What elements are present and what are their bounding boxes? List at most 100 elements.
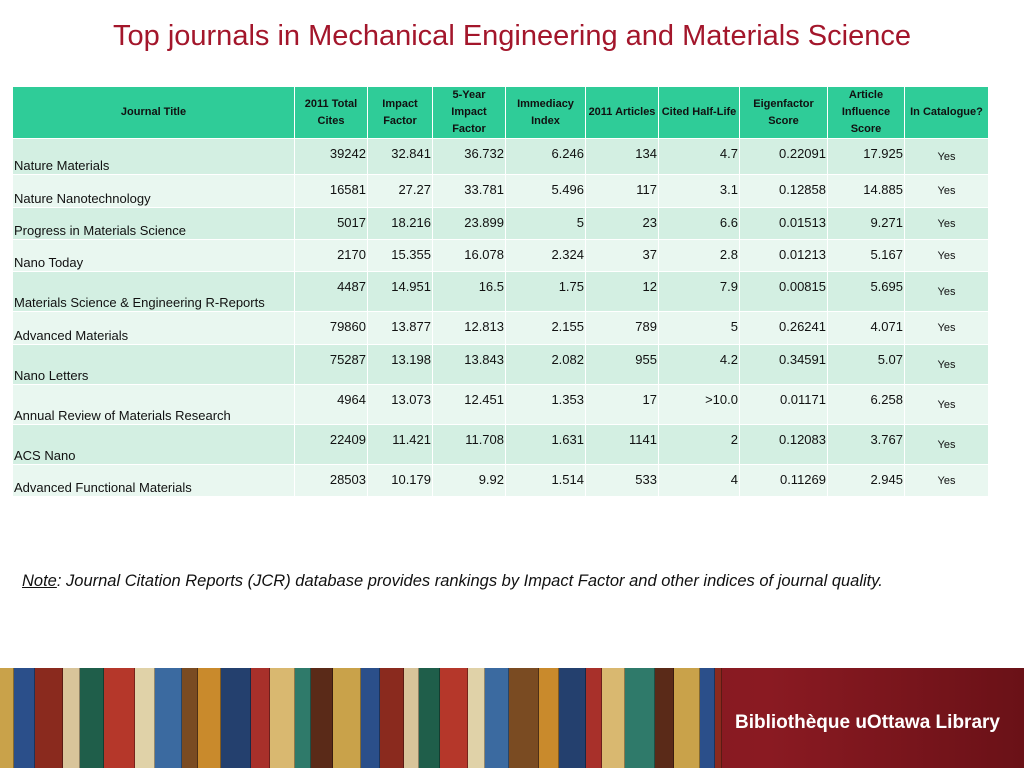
table-cell: 5.07 <box>827 344 905 385</box>
table-cell: 789 <box>585 311 659 345</box>
table-cell: 32.841 <box>367 138 433 175</box>
table-cell: 5.695 <box>827 271 905 312</box>
table-cell: >10.0 <box>658 384 740 425</box>
books-image <box>0 668 722 768</box>
table-cell: 75287 <box>294 344 368 385</box>
table-cell: 2.945 <box>827 464 905 497</box>
table-cell: 17.925 <box>827 138 905 175</box>
table-cell: 0.26241 <box>739 311 828 345</box>
table-cell: 13.198 <box>367 344 433 385</box>
table-cell: 16.078 <box>432 239 506 272</box>
book-spine <box>715 668 722 768</box>
table-row: Nano Today 2170 15.355 16.078 2.324 37 2.8 0.01… <box>12 239 989 272</box>
table-cell: 1.353 <box>505 384 586 425</box>
column-header: 2011 Total Cites <box>294 86 368 139</box>
table-cell: Yes <box>904 464 989 497</box>
journal-title: Nature Nanotechnology <box>12 174 295 208</box>
journal-table: Journal Title 2011 Total Cites Impact Fact… <box>12 86 989 497</box>
table-cell: 36.732 <box>432 138 506 175</box>
book-spine <box>508 668 540 768</box>
column-header: Immediacy Index <box>505 86 586 139</box>
table-cell: 3.767 <box>827 424 905 465</box>
book-spine <box>418 668 440 768</box>
book-spine <box>35 668 64 768</box>
table-row: Advanced Materials 79860 13.877 12.813 2.155… <box>12 311 989 345</box>
table-cell: 1.75 <box>505 271 586 312</box>
book-spine <box>361 668 380 768</box>
table-cell: Yes <box>904 344 989 385</box>
table-cell: 2.324 <box>505 239 586 272</box>
table-cell: Yes <box>904 207 989 240</box>
book-spine <box>197 668 221 768</box>
table-cell: 12 <box>585 271 659 312</box>
book-spine <box>250 668 270 768</box>
book-spine <box>269 668 296 768</box>
table-row: Nano Letters 75287 13.198 13.843 2.082 955 4.2… <box>12 344 989 385</box>
book-spine <box>63 668 81 768</box>
table-cell: 117 <box>585 174 659 208</box>
table-cell: Yes <box>904 271 989 312</box>
table-cell: 23 <box>585 207 659 240</box>
book-spine <box>220 668 251 768</box>
footer-banner: Bibliothèque uOttawa Library <box>0 668 1024 768</box>
table-cell: 18.216 <box>367 207 433 240</box>
table-cell: 0.11269 <box>739 464 828 497</box>
table-cell: 5 <box>505 207 586 240</box>
table-cell: 16.5 <box>432 271 506 312</box>
book-spine <box>404 668 419 768</box>
column-header: Article Influence Score <box>827 86 905 139</box>
table-cell: 2 <box>658 424 740 465</box>
table-row: Progress in Materials Science 5017 18.216 2… <box>12 207 989 240</box>
table-cell: 533 <box>585 464 659 497</box>
book-spine <box>80 668 105 768</box>
table-cell: 9.92 <box>432 464 506 497</box>
table-cell: 23.899 <box>432 207 506 240</box>
table-row: ACS Nano 22409 11.421 11.708 1.631 1141 2 0.120… <box>12 424 989 465</box>
table-cell: 1141 <box>585 424 659 465</box>
table-cell: 5017 <box>294 207 368 240</box>
header-row: Journal Title 2011 Total Cites Impact Fact… <box>12 86 989 139</box>
table-cell: Yes <box>904 239 989 272</box>
table-body: Nature Materials 39242 32.841 36.732 6.246 13… <box>12 138 989 497</box>
note: Note: Journal Citation Reports (JCR) dat… <box>22 572 883 591</box>
journal-title: Materials Science & Engineering R-Report… <box>12 271 295 312</box>
column-header: Cited Half-Life <box>658 86 740 139</box>
table-cell: 6.258 <box>827 384 905 425</box>
table-cell: 4.071 <box>827 311 905 345</box>
library-logo: Bibliothèque uOttawa Library <box>735 712 1000 733</box>
table-row: Advanced Functional Materials 28503 10.179… <box>12 464 989 497</box>
table-cell: 9.271 <box>827 207 905 240</box>
book-spine <box>484 668 509 768</box>
slide-title: Top journals in Mechanical Engineering a… <box>113 20 911 52</box>
book-spine <box>625 668 655 768</box>
table-cell: 12.813 <box>432 311 506 345</box>
journal-title: Nature Materials <box>12 138 295 175</box>
table-cell: 22409 <box>294 424 368 465</box>
table-cell: 14.885 <box>827 174 905 208</box>
book-spine <box>674 668 700 768</box>
table-cell: 11.708 <box>432 424 506 465</box>
table-cell: 28503 <box>294 464 368 497</box>
book-spine <box>104 668 135 768</box>
table-cell: Yes <box>904 311 989 345</box>
table-cell: 134 <box>585 138 659 175</box>
table-cell: 0.12083 <box>739 424 828 465</box>
journal-title: Advanced Functional Materials <box>12 464 295 497</box>
journal-title: Nano Letters <box>12 344 295 385</box>
table-cell: 2.082 <box>505 344 586 385</box>
column-header: Journal Title <box>12 86 295 139</box>
table-cell: 0.01213 <box>739 239 828 272</box>
column-header: 5-Year Impact Factor <box>432 86 506 139</box>
table-cell: 1.514 <box>505 464 586 497</box>
book-spine <box>14 668 36 768</box>
journal-title: Nano Today <box>12 239 295 272</box>
table-cell: 5.496 <box>505 174 586 208</box>
book-spine <box>539 668 560 768</box>
table-cell: 27.27 <box>367 174 433 208</box>
table-cell: 2.8 <box>658 239 740 272</box>
table-cell: 4487 <box>294 271 368 312</box>
table-cell: 33.781 <box>432 174 506 208</box>
book-spine <box>181 668 198 768</box>
table-cell: Yes <box>904 384 989 425</box>
table-cell: 2.155 <box>505 311 586 345</box>
